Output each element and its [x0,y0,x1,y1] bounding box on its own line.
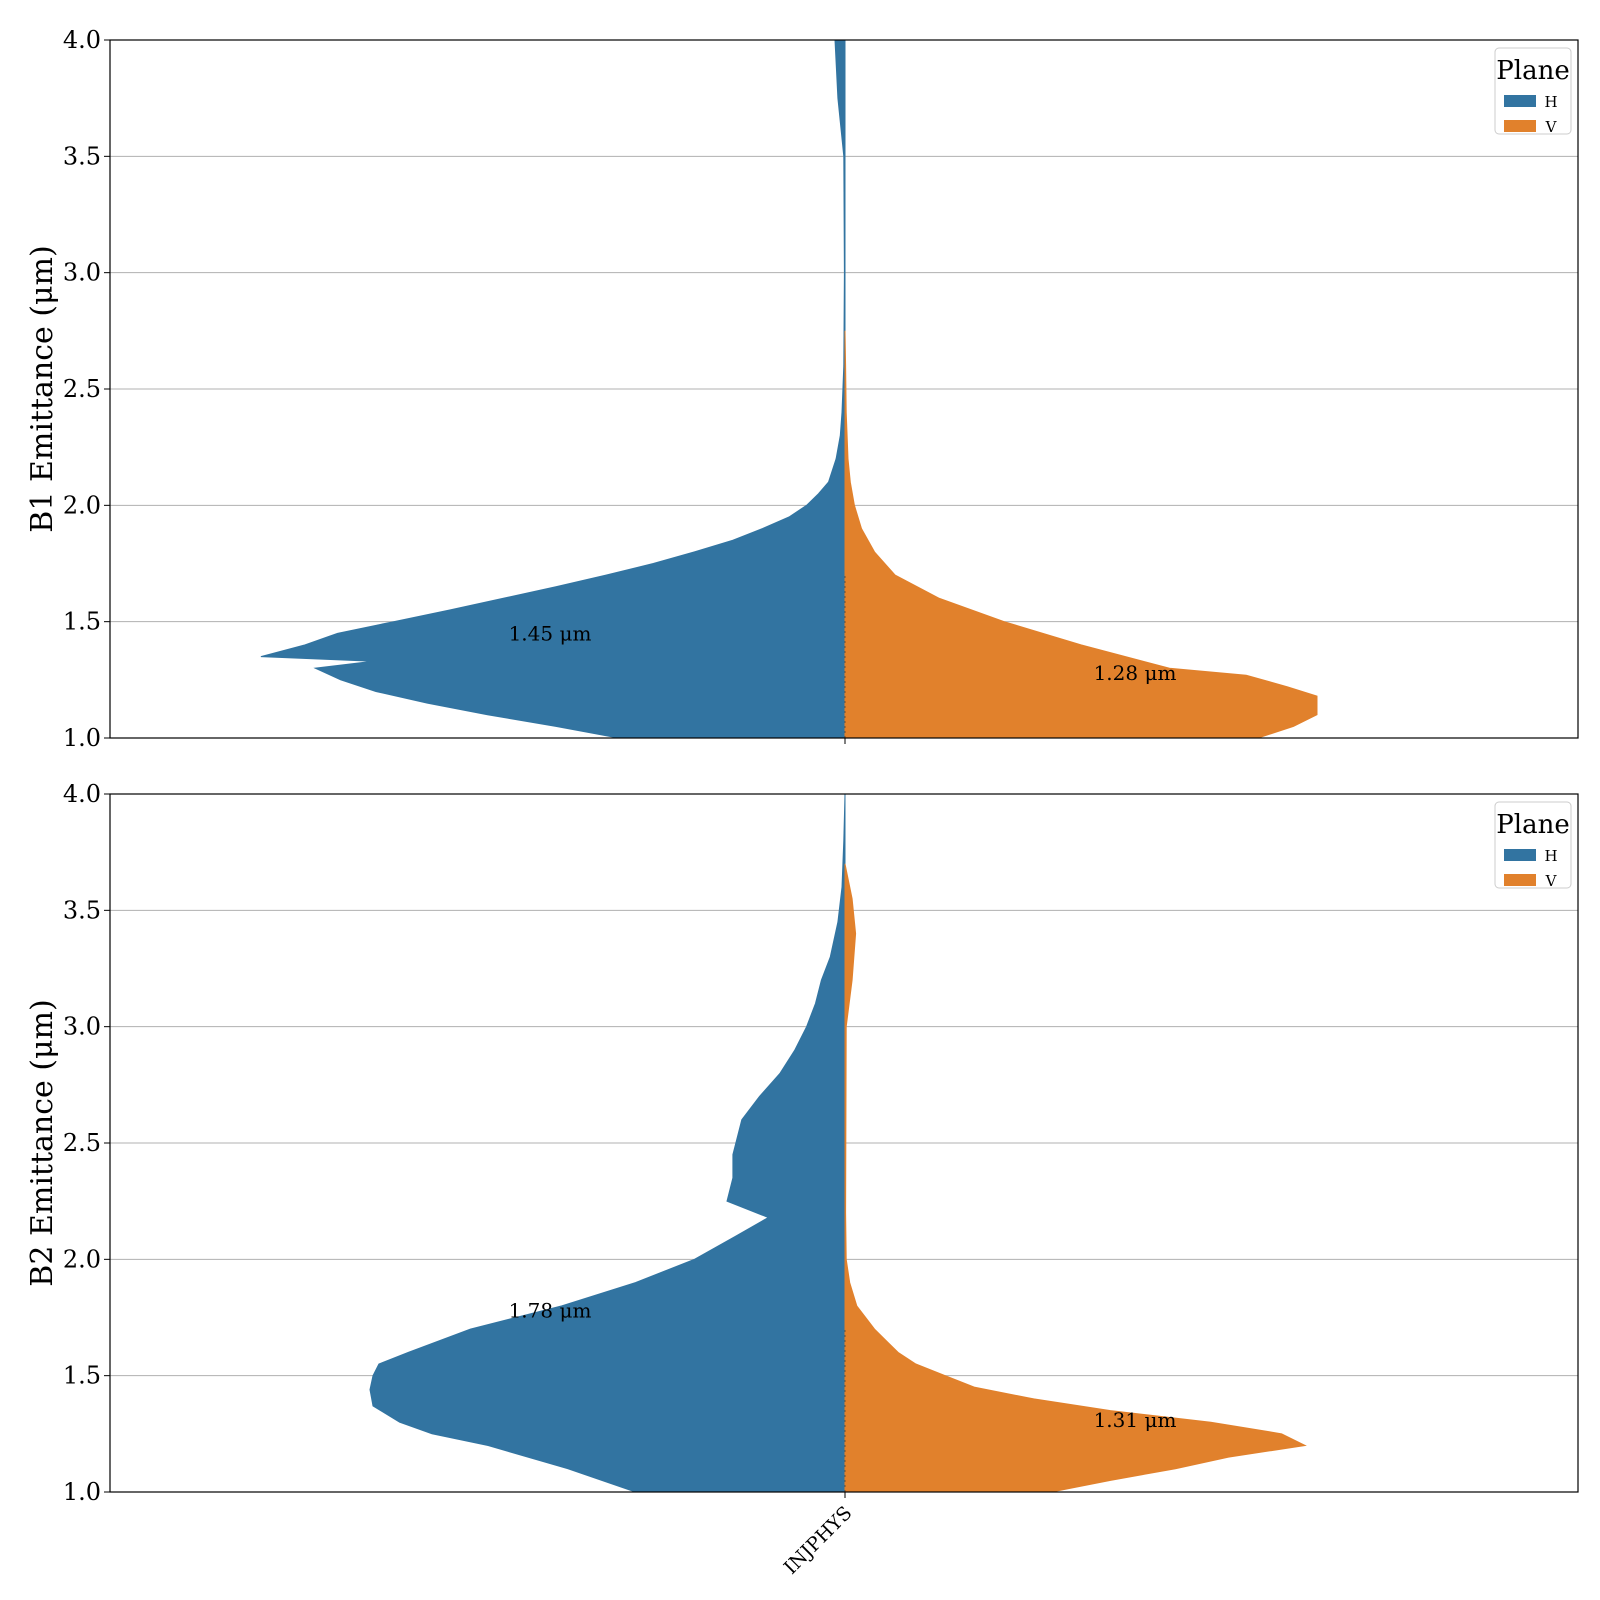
x-category-label: INJPHYS [780,1502,857,1579]
y-tick-label: 3.0 [63,259,101,287]
y-tick-label: 2.5 [63,1129,101,1157]
y-tick-label: 4.0 [63,780,101,808]
y-axis-title: B1 Emittance (μm) [25,245,60,532]
legend-label-h: H [1544,93,1557,111]
violin-h [260,39,846,739]
plot-frame [109,793,1579,1493]
median-label-v: 1.28 μm [1094,661,1177,685]
y-tick-label: 1.0 [63,1478,101,1506]
legend-swatch-v [1504,120,1536,132]
y-tick-label: 1.0 [63,724,101,752]
y-tick-label: 2.0 [63,1245,101,1273]
median-label-h: 1.45 μm [509,621,592,645]
legend-swatch-h [1504,849,1536,861]
legend-label-v: V [1545,118,1558,136]
median-label-h: 1.78 μm [509,1299,592,1323]
legend-label-h: H [1544,847,1557,865]
y-tick-label: 3.5 [63,896,101,924]
legend-title: Plane [1496,56,1569,86]
plot-frame [109,39,1579,739]
y-tick-label: 3.0 [63,1013,101,1041]
y-axis-title: B2 Emittance (μm) [25,999,60,1286]
legend-box [1494,801,1572,889]
y-tick-label: 2.5 [63,375,101,403]
violin-v [844,330,1318,739]
y-tick-label: 1.5 [63,1362,101,1390]
legend-box [1494,47,1572,135]
y-tick-label: 3.5 [63,142,101,170]
legend-swatch-v [1504,874,1536,886]
legend-label-v: V [1545,872,1558,890]
y-tick-label: 2.0 [63,491,101,519]
y-tick-label: 4.0 [63,26,101,54]
legend-swatch-h [1504,95,1536,107]
violin-v [844,863,1307,1493]
violin-h [369,793,846,1493]
median-label-v: 1.31 μm [1094,1408,1177,1432]
y-tick-label: 1.5 [63,608,101,636]
legend-title: Plane [1496,810,1569,840]
